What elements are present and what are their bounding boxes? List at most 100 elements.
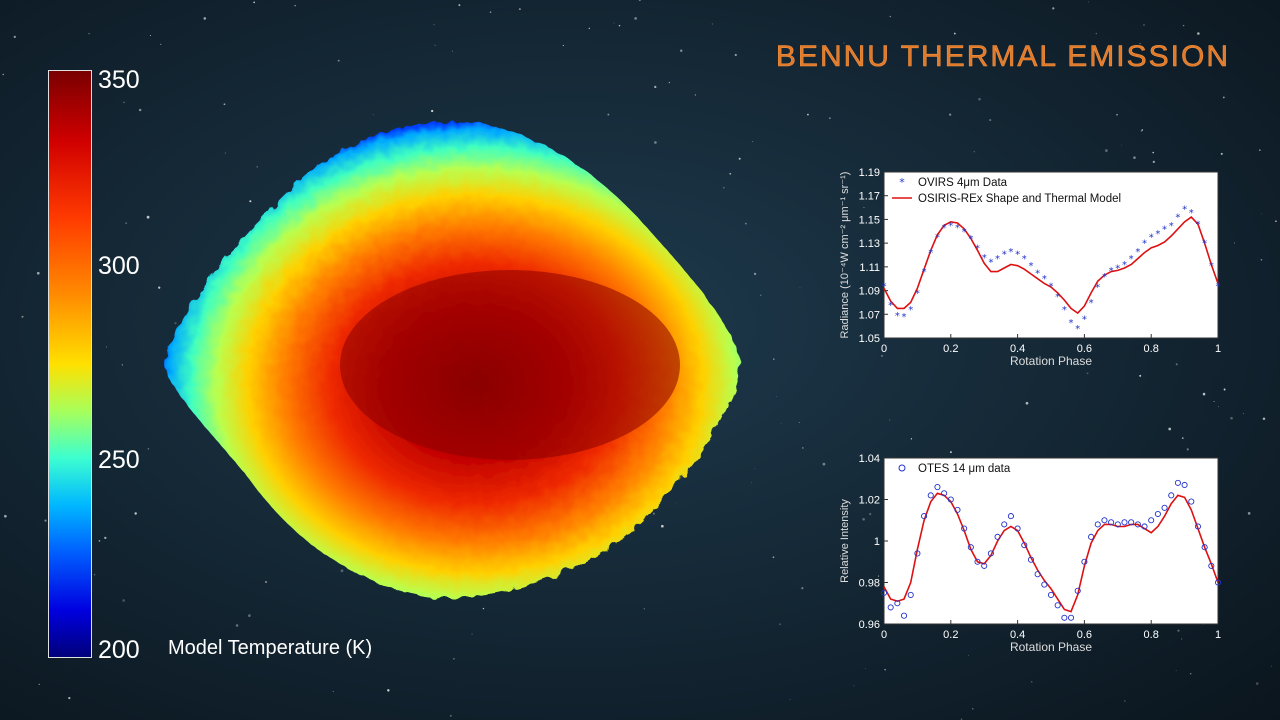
data-point (914, 550, 921, 557)
star (235, 624, 239, 627)
star (680, 49, 683, 52)
star (1087, 1, 1089, 3)
star (1152, 151, 1155, 154)
star (829, 117, 831, 119)
star (430, 109, 434, 113)
data-point: * (1135, 247, 1140, 258)
data-point: * (1082, 315, 1087, 326)
star (174, 322, 177, 325)
data-point (1154, 510, 1161, 518)
star (880, 354, 883, 357)
star (482, 607, 485, 610)
star (471, 633, 473, 635)
star (123, 101, 125, 104)
star (489, 11, 492, 13)
data-point: * (1195, 220, 1200, 231)
star (780, 423, 782, 424)
data-point (1021, 542, 1028, 549)
data-point: * (882, 281, 887, 292)
star (44, 519, 47, 522)
star (1030, 681, 1033, 683)
data-point: * (942, 223, 947, 234)
y-tick-label: 1.07 (859, 309, 880, 321)
data-point: * (1055, 292, 1060, 303)
star (643, 608, 645, 610)
legend-label: OVIRS 4μm Data (918, 177, 1008, 189)
star (1180, 638, 1183, 640)
asteroid-hot-core (340, 270, 680, 460)
star (843, 42, 845, 44)
star (522, 586, 524, 589)
star (773, 358, 775, 360)
x-tick-label: 1 (1215, 343, 1221, 355)
data-point: * (1209, 261, 1214, 272)
star (449, 714, 452, 717)
star (1124, 700, 1126, 702)
data-point: * (975, 243, 980, 254)
star (121, 364, 123, 366)
data-point (1114, 521, 1121, 528)
x-tick-label: 0.4 (1010, 629, 1025, 641)
model-line (883, 492, 1219, 613)
data-point (947, 496, 954, 503)
star (1262, 417, 1266, 420)
data-point (1041, 581, 1048, 588)
x-tick-label: 0 (881, 629, 887, 641)
star (387, 689, 390, 692)
data-point: * (1129, 254, 1134, 265)
star (1052, 7, 1055, 10)
data-point: * (1149, 233, 1154, 244)
star (1261, 213, 1262, 214)
star (865, 668, 866, 669)
star (1217, 406, 1219, 408)
data-point: * (1035, 268, 1040, 279)
star (744, 222, 747, 225)
star (660, 524, 664, 528)
star (877, 575, 880, 577)
star (711, 23, 713, 25)
data-point: * (1015, 249, 1020, 260)
data-point: * (1028, 261, 1033, 272)
star (949, 451, 952, 454)
data-point (921, 513, 928, 520)
data-point: * (1008, 247, 1013, 258)
star (1270, 665, 1272, 667)
x-axis-label: Rotation Phase (1010, 640, 1092, 654)
star (105, 346, 107, 348)
y-tick-label: 1.02 (859, 495, 880, 507)
data-point (1168, 492, 1175, 499)
star (160, 43, 162, 45)
data-point (1101, 517, 1108, 524)
star (93, 574, 96, 576)
star (967, 654, 969, 656)
star (738, 157, 741, 160)
star (1152, 160, 1155, 164)
star (1177, 629, 1180, 632)
star (1116, 113, 1118, 116)
data-point (1194, 523, 1202, 530)
colorbar-tick-200: 200 (98, 636, 140, 664)
star (149, 35, 151, 37)
legend-label: OTES 14 μm data (918, 463, 1011, 475)
star (654, 85, 657, 89)
star (884, 668, 886, 671)
y-tick-label: 1.09 (859, 286, 880, 298)
y-tick-label: 1.04 (859, 453, 880, 465)
star (340, 569, 344, 573)
data-point (1134, 521, 1141, 528)
y-tick-label: 1.15 (859, 214, 880, 226)
star (618, 24, 621, 27)
data-point: * (888, 300, 893, 311)
star (4, 514, 7, 518)
y-tick-label: 1.05 (859, 333, 880, 345)
data-point (1208, 562, 1215, 569)
data-point: * (922, 267, 927, 278)
star (753, 272, 757, 276)
data-point: * (1022, 254, 1027, 265)
star (1168, 427, 1172, 431)
star (1086, 372, 1089, 375)
data-point: * (895, 311, 900, 322)
star (451, 50, 453, 52)
star (68, 696, 71, 700)
star (989, 119, 992, 122)
